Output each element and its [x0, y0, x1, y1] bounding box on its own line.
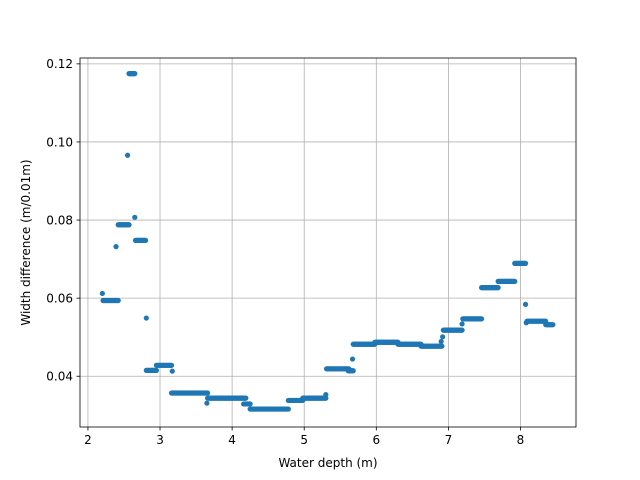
- data-point: [459, 321, 465, 327]
- data-points: [99, 71, 556, 412]
- data-point: [522, 260, 529, 266]
- data-point: [349, 356, 356, 362]
- y-axis-label: Width difference (m/0.01m): [19, 159, 33, 325]
- data-point: [153, 367, 160, 373]
- data-point: [512, 278, 518, 284]
- data-point: [495, 285, 501, 291]
- y-tick-label: 0.04: [46, 370, 73, 384]
- data-point: [350, 368, 356, 374]
- data-point: [113, 244, 119, 250]
- data-point: [247, 401, 253, 407]
- data-point: [323, 391, 329, 398]
- x-tick-label: 4: [228, 433, 236, 447]
- y-tick-label: 0.06: [46, 291, 73, 305]
- data-point: [115, 297, 121, 304]
- data-point: [168, 362, 175, 368]
- data-point: [439, 343, 445, 349]
- data-point: [143, 237, 149, 243]
- x-axis-label: Water depth (m): [278, 456, 377, 470]
- data-point: [143, 315, 149, 321]
- y-tick-label: 0.12: [46, 57, 73, 71]
- x-tick-label: 8: [517, 433, 525, 447]
- data-point: [550, 322, 556, 328]
- data-point: [478, 316, 485, 322]
- x-axis-ticks: 2 3 4 5 6 7 8: [84, 427, 524, 447]
- data-point: [99, 290, 105, 297]
- data-point: [285, 406, 291, 412]
- grid-lines: [80, 58, 576, 427]
- x-tick-label: 7: [445, 433, 453, 447]
- data-point: [204, 400, 210, 406]
- data-point: [124, 152, 131, 158]
- x-tick-label: 3: [156, 433, 164, 447]
- data-point: [459, 327, 465, 333]
- x-tick-label: 2: [84, 433, 92, 447]
- data-point: [126, 222, 132, 228]
- data-point: [205, 390, 211, 396]
- y-axis-ticks: 0.04 0.06 0.08 0.10 0.12: [46, 57, 80, 384]
- data-point: [132, 71, 138, 77]
- x-tick-label: 5: [300, 433, 308, 447]
- plot-frame: [79, 57, 577, 428]
- data-point: [438, 338, 444, 345]
- y-tick-label: 0.08: [46, 213, 73, 227]
- data-point: [132, 214, 138, 220]
- data-point: [169, 368, 175, 374]
- data-point: [440, 334, 446, 340]
- x-tick-label: 6: [372, 433, 380, 447]
- data-point: [522, 301, 529, 307]
- y-tick-label: 0.10: [46, 135, 73, 149]
- data-point: [243, 395, 249, 401]
